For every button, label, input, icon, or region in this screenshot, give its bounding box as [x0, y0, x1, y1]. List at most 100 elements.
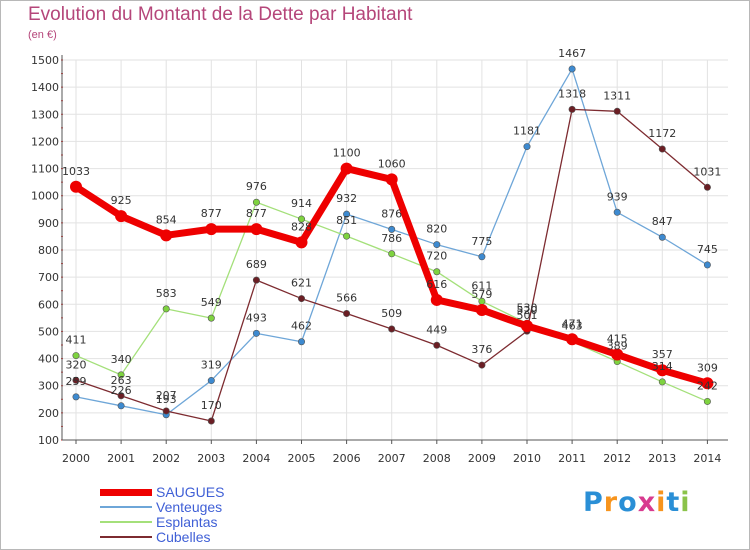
data-point-saugues [656, 364, 669, 377]
line-chart: 100 200 300 400 500 600 700 800 900 1000 1100 1200 1… [31, 47, 728, 465]
x-tick-label: 2000 [62, 452, 90, 465]
data-label-saugues: 925 [111, 194, 132, 207]
data-label-saugues: 877 [201, 207, 222, 220]
data-point-saugues [160, 229, 173, 242]
y-tick-label: 600 [38, 298, 59, 311]
data-label-saugues: 1033 [62, 165, 90, 178]
legend-label: SAUGUES [156, 484, 225, 500]
data-label-venteuges: 462 [291, 320, 312, 333]
y-tick-label: 100 [38, 434, 59, 447]
data-label-esplantas: 242 [697, 379, 718, 392]
data-label-venteuges: 745 [697, 243, 718, 256]
data-label-esplantas: 530 [517, 301, 538, 314]
y-tick-label: 300 [38, 380, 59, 393]
data-label-esplantas: 786 [381, 232, 402, 245]
y-tick-label: 1500 [31, 54, 59, 67]
x-tick-label: 2010 [513, 452, 541, 465]
legend-label: Cubelles [156, 529, 211, 545]
data-label-saugues: 520 [517, 304, 538, 317]
legend-swatch [100, 521, 152, 523]
data-point-cubelles [478, 361, 486, 369]
data-label-saugues: 471 [562, 317, 583, 330]
grid [62, 59, 728, 441]
data-point-venteuges [568, 65, 576, 73]
data-point-venteuges [703, 261, 711, 269]
data-point-saugues [250, 223, 263, 236]
data-point-venteuges [523, 143, 531, 151]
data-label-saugues: 309 [697, 361, 718, 374]
y-tick-label: 1400 [31, 81, 59, 94]
logo-letter: x [637, 487, 657, 518]
data-point-cubelles [388, 325, 396, 333]
data-label-esplantas: 976 [246, 180, 267, 193]
data-point-cubelles [207, 417, 215, 425]
y-tick-label: 400 [38, 353, 59, 366]
data-label-esplantas: 411 [66, 334, 87, 347]
x-tick-label: 2011 [558, 452, 586, 465]
data-point-saugues [475, 303, 488, 316]
data-label-esplantas: 549 [201, 296, 222, 309]
legend-item-esplantas: Esplantas [100, 514, 400, 531]
legend-item-venteuges: Venteuges [100, 499, 400, 516]
data-label-cubelles: 376 [471, 343, 492, 356]
data-label-esplantas: 389 [607, 340, 628, 353]
logo-letter: o [618, 487, 638, 518]
data-label-saugues: 828 [291, 220, 312, 233]
x-tick-label: 2007 [378, 452, 406, 465]
data-point-cubelles [297, 295, 305, 303]
data-label-esplantas: 340 [111, 353, 132, 366]
legend-swatch [100, 488, 152, 496]
data-point-saugues [340, 162, 353, 175]
data-label-saugues: 877 [246, 207, 267, 220]
data-label-venteuges: 820 [426, 223, 447, 236]
data-point-esplantas [207, 314, 215, 322]
logo-letter: P [583, 487, 604, 518]
data-point-saugues [611, 348, 624, 361]
data-label-saugues: 415 [607, 333, 628, 346]
data-label-cubelles: 170 [201, 399, 222, 412]
x-tick-label: 2008 [423, 452, 451, 465]
data-point-esplantas [658, 378, 666, 386]
x-tick-label: 2003 [197, 452, 225, 465]
data-label-cubelles: 207 [156, 389, 177, 402]
legend-swatch [100, 506, 152, 508]
data-point-cubelles [613, 107, 621, 115]
legend-item-cubelles: Cubelles [100, 529, 400, 546]
data-point-venteuges [207, 377, 215, 385]
legend-label: Esplantas [156, 514, 218, 530]
logo-letter: r [603, 487, 619, 518]
data-label-esplantas: 720 [426, 250, 447, 263]
data-label-cubelles: 566 [336, 292, 357, 305]
data-label-venteuges: 1181 [513, 125, 541, 138]
data-label-venteuges: 259 [66, 375, 87, 388]
data-point-venteuges [297, 338, 305, 346]
data-point-venteuges [433, 241, 441, 249]
data-label-saugues: 357 [652, 348, 673, 361]
x-tick-label: 2009 [468, 452, 496, 465]
data-label-esplantas: 463 [562, 319, 583, 332]
data-point-saugues [566, 333, 579, 346]
data-point-venteuges [252, 329, 260, 337]
data-point-esplantas [252, 198, 260, 206]
data-label-cubelles: 509 [381, 307, 402, 320]
y-tick-label: 800 [38, 244, 59, 257]
data-point-cubelles [703, 183, 711, 191]
data-label-venteuges: 193 [156, 393, 177, 406]
data-point-saugues [385, 173, 398, 186]
data-point-esplantas [117, 371, 125, 379]
data-point-esplantas [388, 250, 396, 258]
x-tick-label: 2001 [107, 452, 135, 465]
data-label-venteuges: 1467 [558, 47, 586, 60]
logo-letter: i [656, 487, 667, 518]
data-point-venteuges [117, 402, 125, 410]
data-label-cubelles: 1172 [648, 127, 676, 140]
data-point-saugues [70, 180, 82, 193]
x-tick-label: 2002 [152, 452, 180, 465]
data-point-venteuges [388, 225, 396, 233]
legend-label: Venteuges [156, 499, 223, 515]
legend: SAUGUES Venteuges Esplantas Cubelles [100, 484, 400, 549]
data-label-esplantas: 914 [291, 197, 312, 210]
data-label-cubelles: 1031 [693, 165, 721, 178]
proxiti-logo: Proxiti [583, 487, 691, 518]
x-tick-label: 2013 [648, 452, 676, 465]
